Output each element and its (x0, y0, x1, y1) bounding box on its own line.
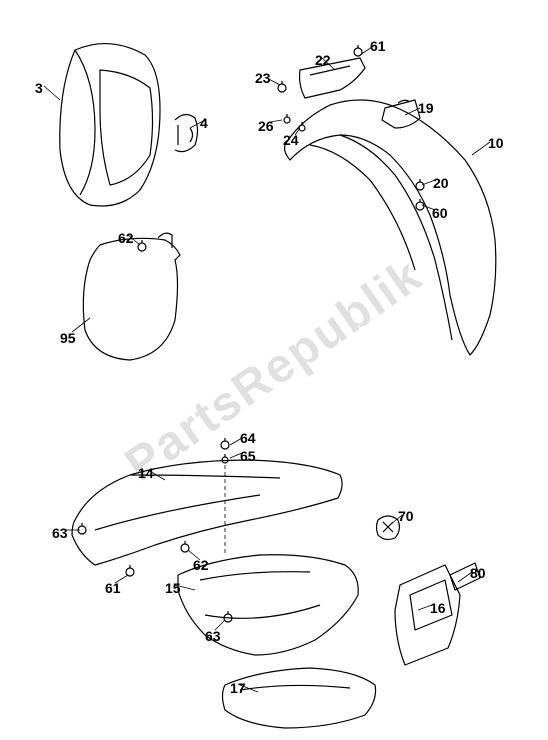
part-label-17: 17 (230, 680, 246, 696)
part-label-70: 70 (398, 508, 414, 524)
part-label-4: 4 (200, 115, 208, 131)
part-label-3: 3 (35, 80, 43, 96)
part-label-61: 61 (370, 38, 386, 54)
fastener-icon (126, 568, 134, 576)
part-label-95: 95 (60, 330, 76, 346)
part-label-16: 16 (430, 600, 446, 616)
part-label-10: 10 (488, 135, 504, 151)
part-label-63: 63 (52, 525, 68, 541)
part-label-60: 60 (432, 205, 448, 221)
part-label-15: 15 (165, 580, 181, 596)
fastener-icon (284, 117, 290, 123)
part-label-23: 23 (255, 70, 271, 86)
rear-fender-top (72, 460, 342, 565)
part-label-22: 22 (315, 52, 331, 68)
headlight-mask (60, 44, 160, 206)
number-plate (83, 233, 180, 360)
license-bracket (395, 565, 460, 665)
part-label-61b: 61 (105, 580, 121, 596)
leader-line (44, 86, 60, 100)
bracket-top (300, 58, 365, 98)
part-label-24: 24 (283, 132, 299, 148)
fastener-icon (416, 182, 424, 190)
mudflap (223, 668, 376, 728)
front-fender (285, 100, 496, 355)
parts-diagram: 3 4 62 95 22 61 23 19 26 24 10 20 60 14 64 65 63 62 61 15 63… (0, 0, 548, 740)
part-label-19: 19 (418, 100, 434, 116)
diagram-svg (0, 0, 548, 740)
fastener-icon (416, 202, 424, 210)
part-label-14: 14 (138, 465, 154, 481)
part-label-62b: 62 (193, 557, 209, 573)
part-label-62: 62 (118, 230, 134, 246)
part-label-64: 64 (240, 430, 256, 446)
fastener-icon (278, 84, 286, 92)
part-label-20: 20 (433, 175, 449, 191)
part-label-26: 26 (258, 118, 274, 134)
part-label-63b: 63 (205, 628, 221, 644)
part-label-65: 65 (240, 448, 256, 464)
part-label-80: 80 (470, 565, 486, 581)
fastener-icon (181, 544, 189, 552)
clamp (175, 114, 198, 151)
fastener-icon (221, 441, 229, 449)
